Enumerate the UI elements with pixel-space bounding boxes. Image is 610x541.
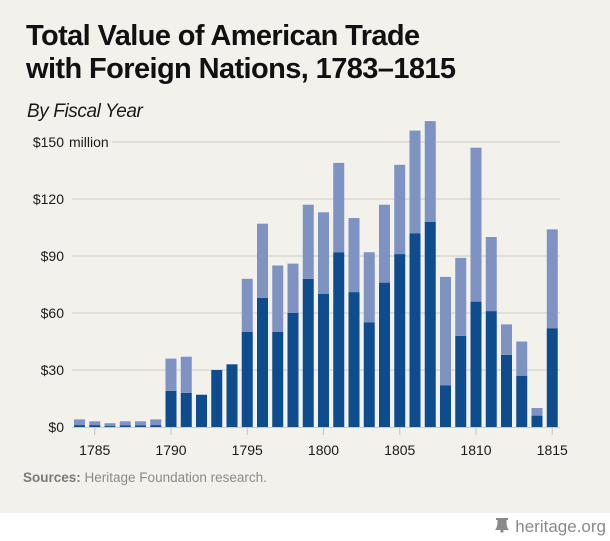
y-tick-label: $0	[48, 419, 64, 435]
title-line-1: Total Value of American Trade	[26, 20, 420, 52]
bar-light-segment	[257, 223, 268, 298]
bar-dark-segment	[211, 370, 223, 427]
x-tick-label: 1805	[384, 442, 415, 458]
bar-dark-segment	[150, 425, 162, 427]
bar-dark-segment	[257, 297, 268, 427]
bar-light-segment	[394, 164, 406, 255]
bar-dark-segment	[440, 385, 451, 427]
bar-light-segment	[440, 276, 451, 386]
bar-dark-segment	[348, 292, 360, 427]
bar-dark-segment	[226, 364, 238, 427]
y-unit-label: million	[69, 134, 109, 150]
x-tick-label: 1790	[155, 442, 186, 458]
bar-light-segment	[455, 257, 467, 336]
bar-dark-segment	[302, 278, 314, 427]
x-tick-label: 1795	[232, 442, 263, 458]
title-line-2: with Foreign Nations, 1783–1815	[26, 53, 456, 85]
bar-dark-segment	[470, 301, 482, 427]
bar-dark-segment	[394, 254, 406, 427]
bar-dark-segment	[135, 425, 146, 427]
bar-dark-segment	[196, 394, 207, 427]
bar-light-segment	[424, 121, 436, 222]
bar-light-segment	[150, 419, 162, 426]
bar-light-segment	[104, 423, 116, 427]
bar-dark-segment	[165, 390, 177, 427]
bar-light-segment	[531, 408, 543, 416]
y-tick-label: $30	[41, 362, 65, 378]
chart-subtitle: By Fiscal Year	[27, 101, 143, 122]
y-tick-label: $90	[41, 248, 65, 264]
bar-dark-segment	[241, 332, 253, 427]
bar-dark-segment	[333, 252, 345, 427]
bar-light-segment	[516, 341, 528, 376]
bar-light-segment	[302, 204, 314, 279]
bar-dark-segment	[318, 294, 329, 427]
bar-dark-segment	[455, 335, 467, 427]
bar-dark-segment	[89, 425, 101, 427]
x-tick-label: 1810	[460, 442, 491, 458]
x-tick-label: 1815	[537, 442, 568, 458]
bars	[74, 121, 558, 427]
bar-light-segment	[165, 358, 177, 391]
bar-dark-segment	[180, 392, 192, 427]
bar-dark-segment	[409, 233, 421, 427]
bar-light-segment	[363, 252, 375, 323]
bar-dark-segment	[546, 328, 558, 427]
bar-light-segment	[546, 229, 558, 329]
bar-dark-segment	[363, 322, 375, 427]
bar-dark-segment	[272, 332, 284, 427]
bar-light-segment	[272, 265, 284, 332]
bar-dark-segment	[287, 313, 299, 427]
bar-light-segment	[348, 218, 360, 293]
heritage-logo[interactable]: heritage.org	[494, 516, 606, 538]
bar-light-segment	[74, 419, 85, 426]
bar-dark-segment	[424, 221, 436, 427]
chart-title: Total Value of American Trade with Forei…	[26, 20, 586, 86]
bar-dark-segment	[516, 375, 528, 427]
source-text: Heritage Foundation research.	[80, 470, 267, 485]
bar-light-segment	[379, 204, 390, 283]
bar-light-segment	[470, 147, 482, 302]
bar-chart: $0$30$60$90$120$150 million 1785 1790 1795 1…	[33, 121, 568, 458]
bar-light-segment	[180, 356, 192, 393]
bar-light-segment	[409, 130, 421, 234]
source-note: Sources: Heritage Foundation research.	[23, 470, 267, 485]
bar-dark-segment	[501, 354, 512, 427]
bar-light-segment	[135, 421, 146, 426]
bar-dark-segment	[119, 425, 131, 427]
bar-light-segment	[333, 162, 345, 253]
bar-light-segment	[501, 324, 512, 355]
x-tick-label: 1785	[79, 442, 110, 458]
bar-light-segment	[89, 421, 101, 426]
bar-light-segment	[119, 421, 131, 426]
bar-dark-segment	[531, 415, 543, 427]
source-label: Sources:	[23, 470, 81, 485]
y-tick-label: $120	[33, 191, 64, 207]
bar-dark-segment	[485, 311, 497, 427]
logo-text: heritage.org	[515, 517, 606, 536]
liberty-bell-icon	[494, 516, 510, 538]
y-tick-label: $150	[33, 134, 64, 150]
bar-dark-segment	[104, 426, 116, 427]
bar-light-segment	[318, 212, 329, 294]
x-axis: 1785 1790 1795 1800 1805 1810 1815	[72, 427, 568, 458]
x-tick-label: 1800	[308, 442, 339, 458]
y-axis-labels: $0 $30 $60 $90 $120 $150 million	[33, 134, 109, 435]
bar-dark-segment	[379, 282, 390, 427]
bar-light-segment	[241, 278, 253, 332]
y-tick-label: $60	[41, 305, 65, 321]
bar-light-segment	[287, 263, 299, 313]
bar-light-segment	[485, 237, 497, 312]
bar-dark-segment	[74, 425, 85, 427]
